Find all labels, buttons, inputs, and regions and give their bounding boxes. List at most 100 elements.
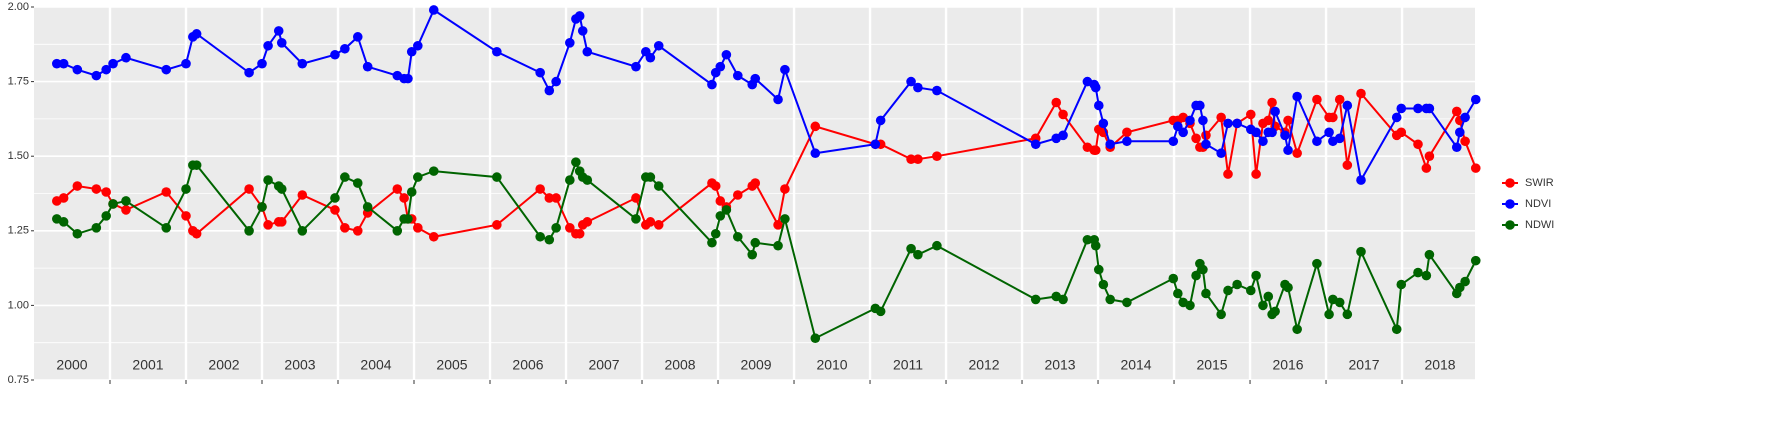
data-point xyxy=(1122,136,1132,147)
y-tick-label: 2.00 xyxy=(8,1,29,13)
year-label: 2002 xyxy=(208,357,239,373)
data-point xyxy=(244,184,254,194)
data-point xyxy=(932,151,942,161)
data-point xyxy=(1424,249,1435,260)
data-point xyxy=(1292,91,1302,102)
data-point xyxy=(72,228,83,239)
data-point xyxy=(1460,136,1470,147)
data-point xyxy=(181,58,191,69)
data-point xyxy=(1258,136,1268,147)
legend-marker xyxy=(1505,220,1515,230)
data-point xyxy=(362,202,373,212)
data-point xyxy=(1030,139,1041,150)
year-label: 2015 xyxy=(1196,357,1227,373)
data-point xyxy=(492,220,502,230)
data-point xyxy=(1342,309,1353,320)
data-point xyxy=(773,240,783,251)
data-point xyxy=(773,94,783,105)
y-tick-label: 1.50 xyxy=(8,150,29,162)
legend-label: SWIR xyxy=(1525,177,1554,189)
data-point xyxy=(1185,115,1195,126)
data-point xyxy=(121,205,131,215)
data-point xyxy=(1312,136,1322,147)
year-label: 2000 xyxy=(56,357,87,373)
data-point xyxy=(747,249,758,260)
data-point xyxy=(1470,255,1481,266)
data-point xyxy=(1232,118,1242,129)
data-point xyxy=(810,121,821,132)
data-point xyxy=(1105,139,1115,150)
data-point xyxy=(340,223,350,233)
data-point xyxy=(1232,279,1242,290)
data-point xyxy=(565,175,575,185)
data-point xyxy=(870,139,881,150)
data-point xyxy=(1451,106,1462,117)
data-point xyxy=(1470,94,1481,105)
data-point xyxy=(1342,100,1353,111)
data-point xyxy=(91,70,102,81)
data-point xyxy=(653,181,664,191)
data-point xyxy=(1090,240,1101,251)
data-point xyxy=(577,26,588,36)
data-point xyxy=(1251,127,1261,138)
data-point xyxy=(1198,264,1208,275)
data-point xyxy=(780,184,790,194)
year-label: 2018 xyxy=(1424,357,1455,373)
year-label: 2012 xyxy=(968,357,999,373)
year-label: 2011 xyxy=(893,357,923,373)
data-point xyxy=(1122,127,1132,138)
data-point xyxy=(263,40,273,51)
data-point xyxy=(535,231,545,242)
data-point xyxy=(330,205,340,215)
data-point xyxy=(403,73,413,84)
data-point xyxy=(1201,139,1211,150)
data-point xyxy=(750,178,761,188)
data-point xyxy=(191,160,202,170)
data-point xyxy=(1312,94,1322,105)
data-point xyxy=(352,32,363,42)
data-point xyxy=(571,157,581,167)
year-label: 2003 xyxy=(284,357,315,373)
data-point xyxy=(582,175,593,185)
data-point xyxy=(1245,109,1256,120)
data-point xyxy=(181,184,191,194)
data-point xyxy=(1058,130,1068,141)
data-point xyxy=(492,172,502,182)
data-point xyxy=(1198,115,1208,126)
data-point xyxy=(1460,112,1470,123)
data-point xyxy=(582,217,593,227)
series-line xyxy=(56,91,1477,238)
data-point xyxy=(750,73,761,84)
data-point xyxy=(780,214,790,224)
year-label: 2013 xyxy=(1044,357,1075,373)
data-point xyxy=(732,70,743,81)
data-point xyxy=(906,243,916,254)
year-label: 2004 xyxy=(360,357,391,373)
data-point xyxy=(1283,115,1293,126)
data-point xyxy=(297,190,308,200)
data-point xyxy=(263,175,273,185)
data-point xyxy=(1030,294,1041,305)
data-point xyxy=(721,49,732,60)
data-point xyxy=(1292,324,1302,335)
data-point xyxy=(413,172,423,182)
data-point xyxy=(1267,127,1277,138)
data-point xyxy=(1334,297,1345,308)
data-point xyxy=(1454,127,1465,138)
data-point xyxy=(1470,163,1481,173)
data-point xyxy=(91,184,102,194)
data-point xyxy=(544,234,555,245)
data-point xyxy=(565,38,575,48)
data-point xyxy=(1391,324,1402,335)
data-point xyxy=(551,193,561,203)
data-point xyxy=(181,211,191,221)
data-point xyxy=(707,237,717,248)
data-point xyxy=(1356,175,1366,185)
data-point xyxy=(645,217,656,227)
data-point xyxy=(1324,309,1334,320)
data-point xyxy=(1342,160,1353,170)
data-point xyxy=(330,193,340,203)
data-point xyxy=(544,85,555,96)
data-point xyxy=(913,82,923,93)
data-point xyxy=(428,5,439,15)
